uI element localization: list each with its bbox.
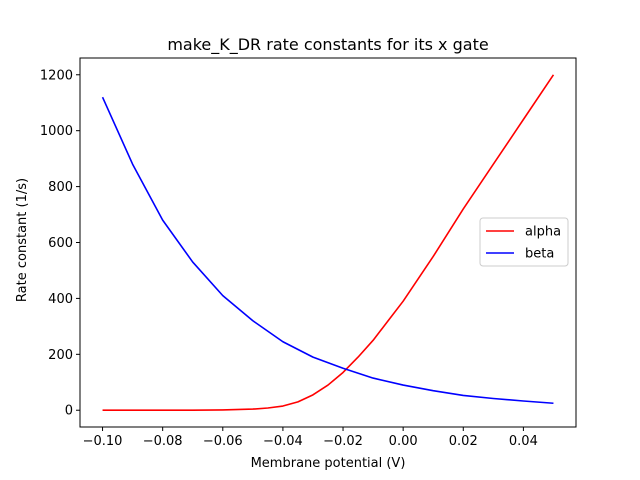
x-tick-label: −0.08: [143, 434, 183, 449]
series-line-beta: [101, 96, 554, 405]
legend-label-alpha: alpha: [525, 225, 561, 240]
x-axis-label: Membrane potential (V): [251, 456, 406, 471]
y-axis-label: Rate constant (1/s): [15, 178, 30, 302]
legend-box: [479, 217, 569, 267]
x-tick-label: −0.04: [263, 434, 303, 449]
y-tick-label: 800: [48, 180, 73, 195]
x-tick-label: 0.02: [449, 434, 478, 449]
x-tick-label: −0.02: [323, 434, 363, 449]
chart-title: make_K_DR rate constants for its x gate: [167, 35, 488, 55]
y-tick-label: 600: [48, 236, 73, 251]
y-tick-label: 1000: [40, 124, 73, 139]
y-tick-label: 0: [65, 404, 73, 419]
plot-area: −0.10 −0.08 −0.06 −0.04 −0.02 0.00 0.02 0.04 0 20…: [40, 57, 577, 449]
y-tick-label: 200: [48, 348, 73, 363]
series-line-alpha: [102, 74, 555, 412]
legend-label-beta: beta: [525, 247, 554, 262]
x-tick-label: −0.06: [203, 434, 243, 449]
y-tick-label: 1200: [40, 68, 73, 83]
x-tick-label: −0.10: [83, 434, 123, 449]
y-tick-label: 400: [48, 292, 73, 307]
x-tick-label: 0.04: [509, 434, 538, 449]
x-tick-label: 0.00: [389, 434, 418, 449]
